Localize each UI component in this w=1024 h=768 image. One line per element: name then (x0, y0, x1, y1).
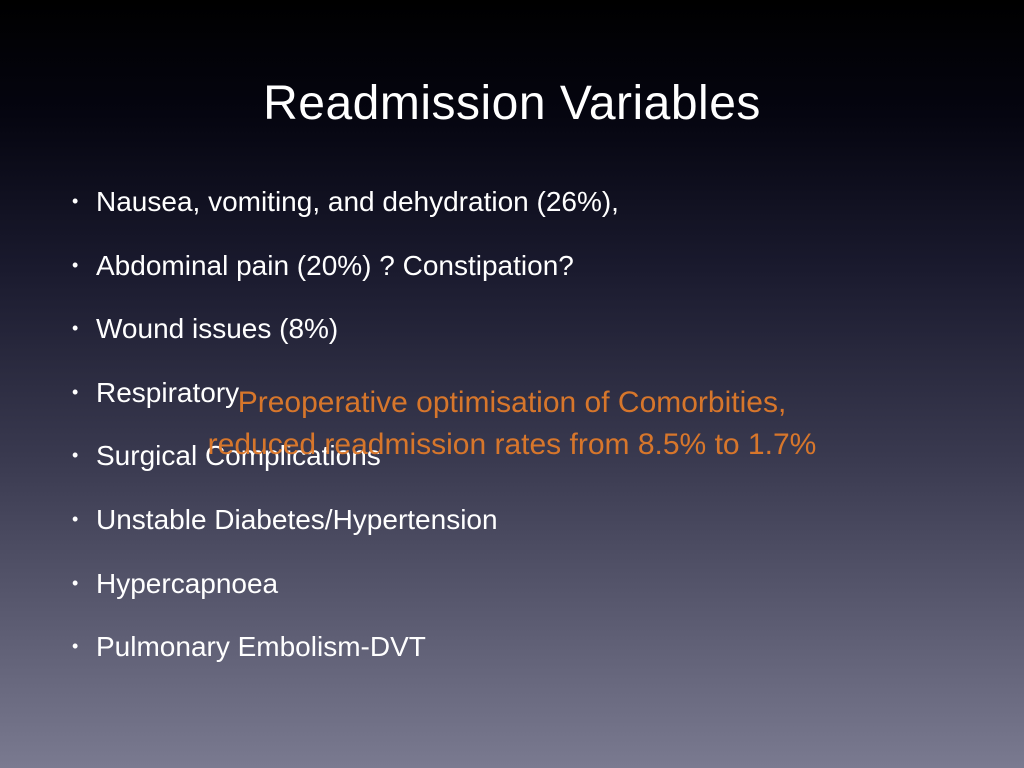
bullet-item: Nausea, vomiting, and dehydration (26%), (72, 185, 1024, 219)
bullet-item: Respiratory (72, 376, 1024, 410)
slide-title: Readmission Variables (0, 0, 1024, 131)
bullet-item: Unstable Diabetes/Hypertension (72, 503, 1024, 537)
bullet-item: Wound issues (8%) (72, 312, 1024, 346)
bullet-item: Surgical Complications (72, 439, 1024, 473)
bullet-item: Abdominal pain (20%) ? Constipation? (72, 249, 1024, 283)
slide: Readmission Variables Nausea, vomiting, … (0, 0, 1024, 768)
bullet-item: Pulmonary Embolism-DVT (72, 630, 1024, 664)
bullet-item: Hypercapnoea (72, 567, 1024, 601)
bullet-list: Nausea, vomiting, and dehydration (26%),… (72, 185, 1024, 664)
